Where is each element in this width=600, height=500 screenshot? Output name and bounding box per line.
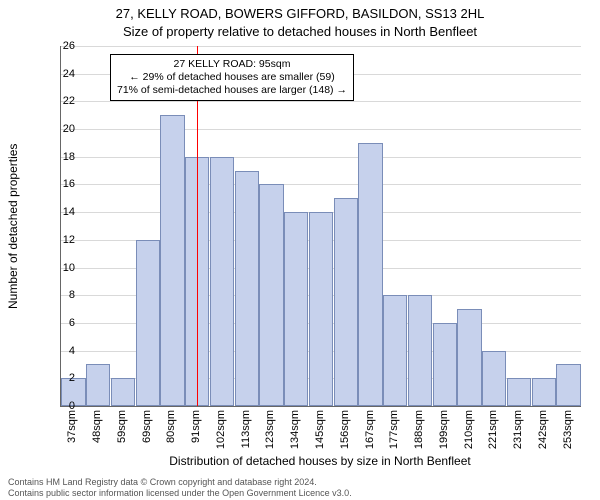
chart-title-line1: 27, KELLY ROAD, BOWERS GIFFORD, BASILDON… [0, 6, 600, 21]
x-tick-label: 59sqm [116, 410, 128, 443]
chart-title-line2: Size of property relative to detached ho… [0, 24, 600, 39]
annotation-line: 71% of semi-detached houses are larger (… [117, 84, 347, 97]
histogram-bar [408, 295, 432, 406]
histogram-bar [358, 143, 382, 406]
histogram-bar [556, 364, 580, 406]
y-tick-label: 6 [45, 317, 75, 329]
y-tick-label: 20 [45, 123, 75, 135]
y-tick-label: 18 [45, 151, 75, 163]
histogram-bar [507, 378, 531, 406]
x-tick-label: 199sqm [438, 410, 450, 449]
histogram-bar [111, 378, 135, 406]
x-tick-label: 156sqm [339, 410, 351, 449]
x-tick-label: 231sqm [512, 410, 524, 449]
x-tick-label: 167sqm [364, 410, 376, 449]
footer-attribution: Contains HM Land Registry data © Crown c… [8, 477, 352, 498]
gridline [61, 129, 581, 130]
y-tick-label: 4 [45, 345, 75, 357]
x-tick-label: 48sqm [91, 410, 103, 443]
histogram-bar [136, 240, 160, 406]
x-tick-label: 221sqm [487, 410, 499, 449]
y-tick-label: 8 [45, 289, 75, 301]
x-tick-label: 80sqm [165, 410, 177, 443]
y-tick-label: 24 [45, 68, 75, 80]
annotation-line: ← 29% of detached houses are smaller (59… [117, 71, 347, 84]
x-axis-label: Distribution of detached houses by size … [60, 454, 580, 468]
gridline [61, 157, 581, 158]
chart-container: 27, KELLY ROAD, BOWERS GIFFORD, BASILDON… [0, 0, 600, 500]
histogram-bar [334, 198, 358, 406]
x-tick-label: 113sqm [240, 410, 252, 448]
histogram-bar [210, 157, 234, 406]
x-tick-label: 134sqm [289, 410, 301, 449]
x-tick-label: 210sqm [463, 410, 475, 449]
y-axis-label: Number of detached properties [6, 46, 20, 406]
y-tick-label: 2 [45, 372, 75, 384]
histogram-bar [383, 295, 407, 406]
histogram-bar [482, 351, 506, 406]
x-tick-label: 188sqm [413, 410, 425, 449]
histogram-bar [457, 309, 481, 406]
histogram-bar [160, 115, 184, 406]
footer-line1: Contains HM Land Registry data © Crown c… [8, 477, 352, 487]
y-tick-label: 22 [45, 95, 75, 107]
histogram-bar [309, 212, 333, 406]
x-tick-label: 37sqm [66, 410, 78, 443]
y-tick-label: 16 [45, 178, 75, 190]
histogram-bar [235, 171, 259, 406]
x-tick-label: 69sqm [141, 410, 153, 443]
y-tick-label: 14 [45, 206, 75, 218]
histogram-bar [433, 323, 457, 406]
x-tick-label: 145sqm [314, 410, 326, 449]
annotation-box: 27 KELLY ROAD: 95sqm← 29% of detached ho… [110, 54, 354, 101]
gridline [61, 46, 581, 47]
x-tick-label: 242sqm [537, 410, 549, 449]
gridline [61, 184, 581, 185]
x-tick-label: 253sqm [562, 410, 574, 449]
x-tick-label: 177sqm [388, 410, 400, 449]
footer-line2: Contains public sector information licen… [8, 488, 352, 498]
histogram-bar [284, 212, 308, 406]
gridline [61, 101, 581, 102]
y-tick-label: 10 [45, 262, 75, 274]
annotation-line: 27 KELLY ROAD: 95sqm [117, 58, 347, 71]
y-tick-label: 26 [45, 40, 75, 52]
x-tick-label: 91sqm [190, 410, 202, 443]
histogram-bar [532, 378, 556, 406]
x-tick-label: 123sqm [264, 410, 276, 449]
histogram-bar [86, 364, 110, 406]
y-tick-label: 12 [45, 234, 75, 246]
histogram-bar [259, 184, 283, 406]
x-tick-label: 102sqm [215, 410, 227, 449]
